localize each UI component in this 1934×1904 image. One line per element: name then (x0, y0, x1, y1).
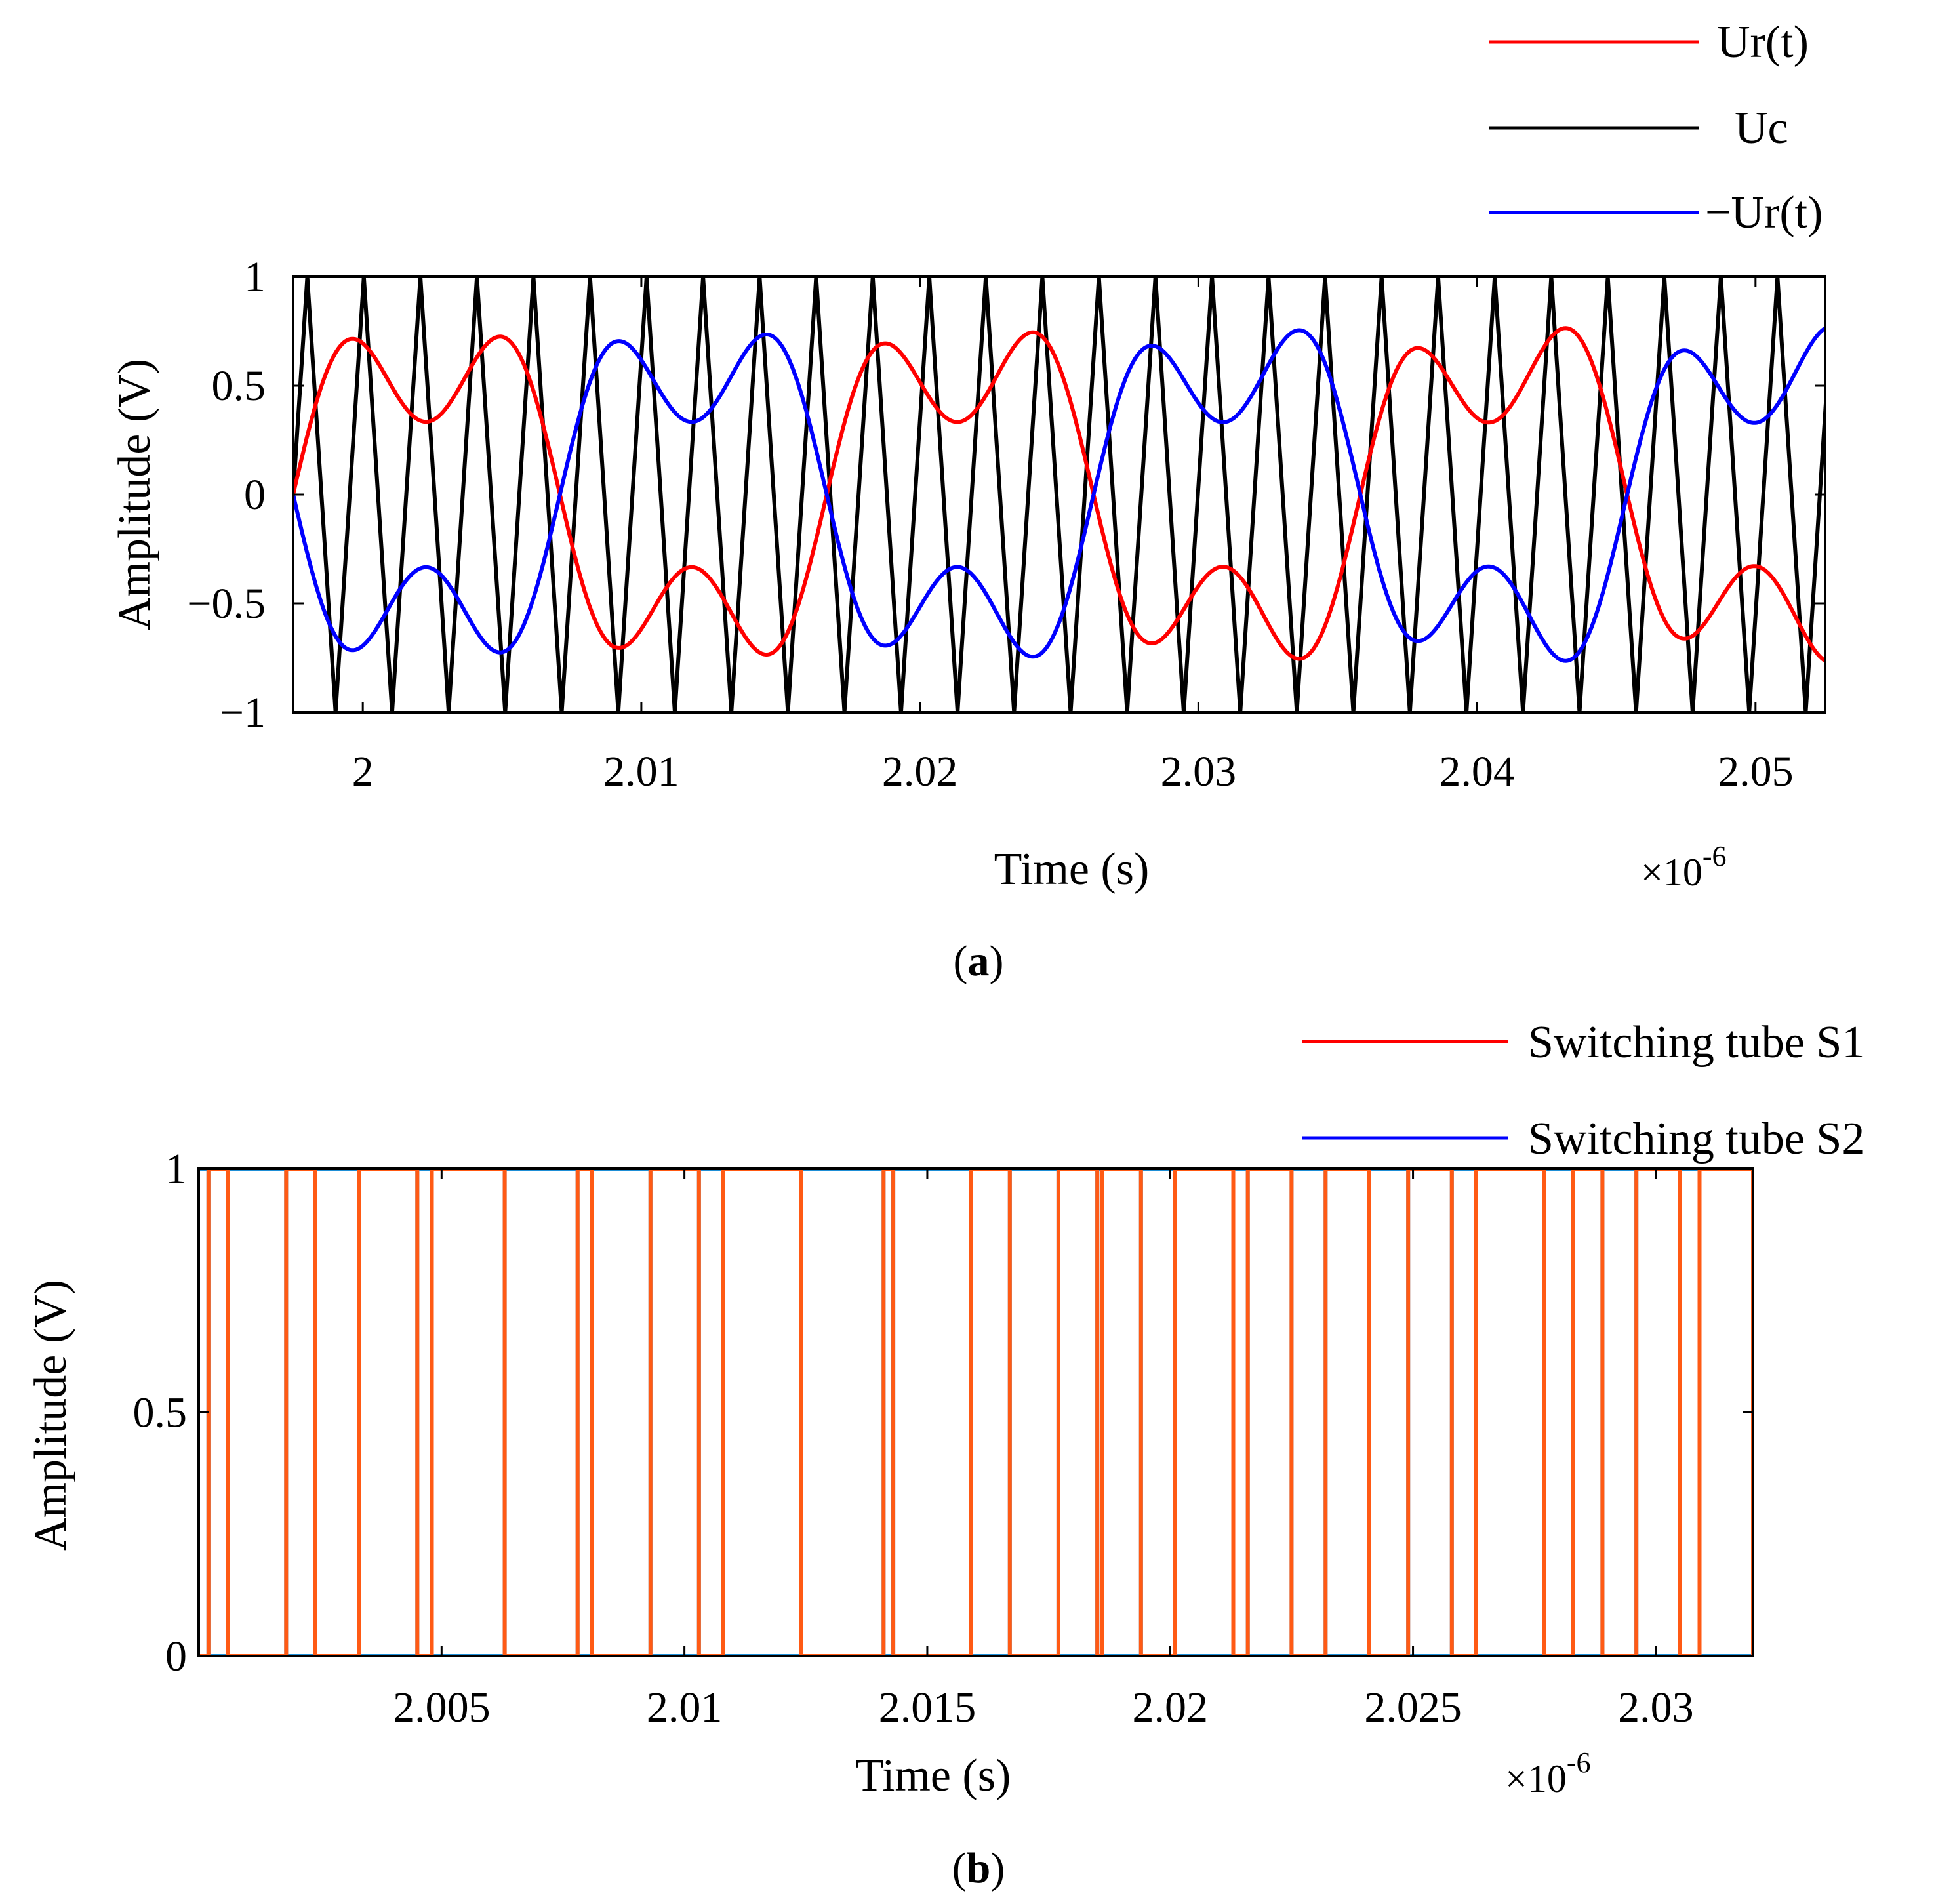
ytick-a-label: 1 (244, 253, 266, 301)
legend-a-label-uc: Uc (1735, 103, 1788, 153)
xtick-b-label: 2.01 (647, 1684, 723, 1732)
legend-a-label-ur: Ur(t) (1717, 17, 1809, 68)
ytick-a-label: −0.5 (187, 580, 266, 628)
xtick-b-label: 2.025 (1364, 1684, 1462, 1732)
legend-b-label-s2: Switching tube S2 (1528, 1114, 1864, 1164)
xtick-a-label: 2.01 (603, 748, 679, 796)
x-exponent-a: ×10-6 (1641, 840, 1727, 894)
xtick-b-label: 2.015 (879, 1684, 977, 1732)
ytick-a-label: −1 (220, 689, 266, 737)
ytick-b-label: 0.5 (133, 1389, 188, 1437)
xlabel-a: Time (s) (994, 844, 1150, 895)
caption-b: (b) (952, 1844, 1005, 1892)
series-uc-line (293, 277, 1825, 712)
ytick-a-label: 0.5 (212, 362, 266, 410)
xtick-b-label: 2.03 (1618, 1684, 1694, 1732)
xtick-a-label: 2.03 (1161, 748, 1237, 796)
ytick-b-label: 1 (165, 1145, 187, 1193)
legend-a: Ur(t) Uc −Ur(t) (1489, 17, 1823, 238)
xlabel-b: Time (s) (856, 1751, 1011, 1801)
panel-a: Ur(t) Uc −Ur(t) 1 0.5 0 −0.5 −1 2 2.01 2.02 2.0… (110, 17, 1826, 985)
xtick-a-label: 2.02 (882, 748, 958, 796)
ylabel-a: Amplitude (V) (110, 359, 160, 630)
xtick-b-label: 2.02 (1133, 1684, 1209, 1732)
series-neg-ur-line (293, 326, 1825, 663)
caption-a: (a) (954, 937, 1004, 985)
xtick-a-label: 2 (352, 748, 374, 796)
ytick-b-label: 0 (165, 1632, 187, 1680)
x-ticks-a: 2 2.01 2.02 2.03 2.04 2.05 (352, 277, 1794, 796)
series-s1-line (199, 1169, 1753, 1656)
panel-b: Switching tube S1 Switching tube S2 10.5… (26, 1017, 1864, 1892)
x-exponent-b: ×10-6 (1505, 1747, 1591, 1800)
legend-b: Switching tube S1 Switching tube S2 (1302, 1017, 1864, 1164)
plot-area-b (199, 1169, 1753, 1656)
series-ur-line (293, 326, 1825, 663)
xtick-b-label: 2.005 (393, 1684, 491, 1732)
xtick-a-label: 2.05 (1718, 748, 1794, 796)
xtick-a-label: 2.04 (1439, 748, 1515, 796)
legend-a-label-negur: −Ur(t) (1705, 188, 1823, 238)
y-ticks-a: 1 0.5 0 −0.5 −1 (187, 253, 1825, 737)
ylabel-b: Amplitude (V) (26, 1280, 76, 1551)
x-ticks-b: 2.005 2.01 2.015 2.02 2.025 2.03 (393, 1169, 1694, 1732)
legend-b-label-s1: Switching tube S1 (1528, 1017, 1864, 1068)
ytick-a-label: 0 (244, 471, 266, 519)
y-ticks-b: 10.50 (133, 1145, 1753, 1680)
plot-area-a (293, 277, 1825, 712)
